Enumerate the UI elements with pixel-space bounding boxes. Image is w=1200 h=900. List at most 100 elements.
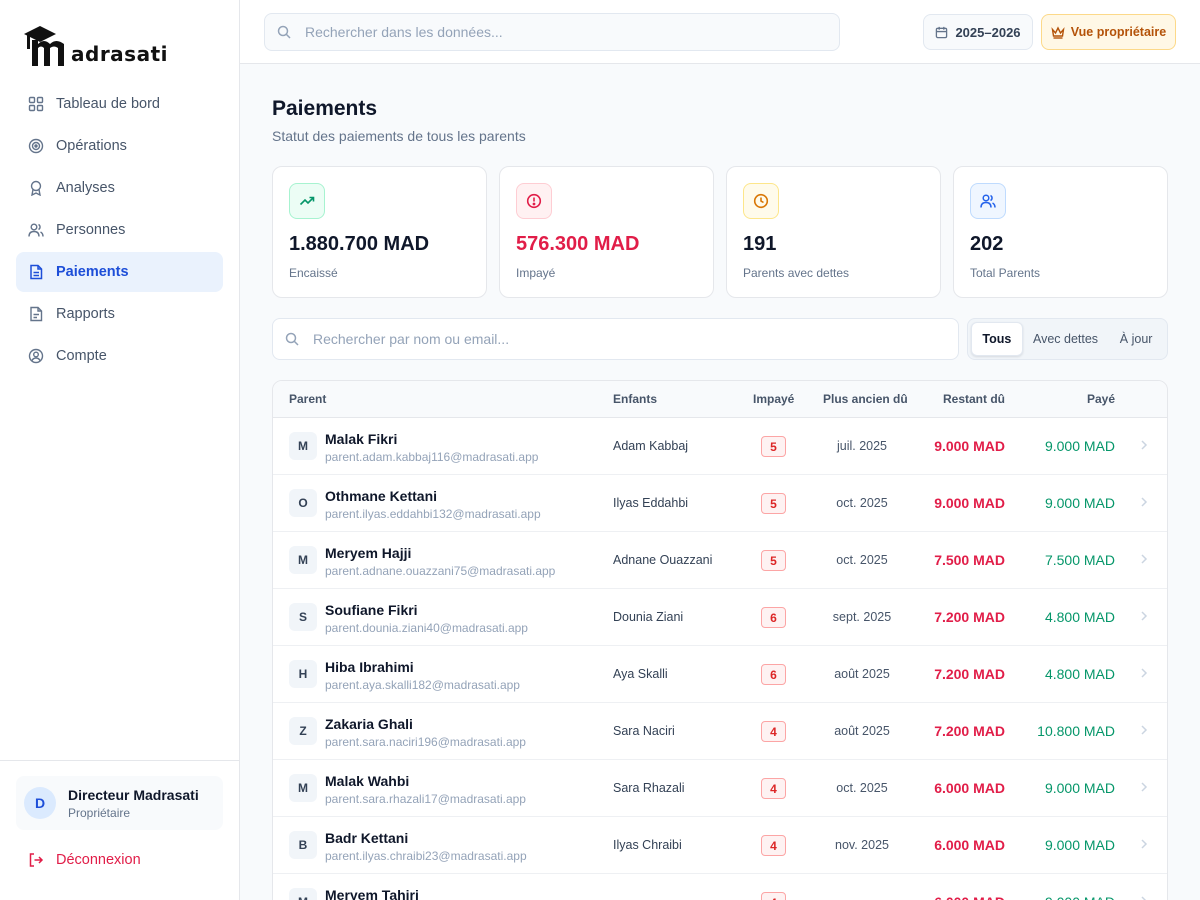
sidebar-item-tableau-de-bord[interactable]: Tableau de bord [16, 84, 223, 124]
user-role: Propriétaire [68, 805, 131, 820]
sidebar-item-paiements[interactable]: Paiements [16, 252, 223, 292]
remaining-due: 7.200 MAD [934, 723, 1005, 739]
paid-amount: 9.000 MAD [1044, 837, 1115, 853]
remaining-due: 9.000 MAD [934, 495, 1005, 511]
tab-a-jour[interactable]: À jour [1119, 332, 1153, 346]
sidebar-item-analyses[interactable]: Analyses [16, 168, 223, 208]
sidebar-item-operations[interactable]: Opérations [16, 126, 223, 166]
table-row[interactable]: M Meryem Hajji parent.adnane.ouazzani75@… [273, 532, 1167, 589]
table-row[interactable]: M Malak Wahbi parent.sara.rhazali17@madr… [273, 760, 1167, 817]
page-subtitle: Statut des paiements de tous les parents [272, 128, 526, 144]
child-name: Sara Naciri [613, 724, 675, 738]
column-header-restant-du[interactable]: Restant dû [942, 392, 1005, 406]
owner-view-button[interactable]: Vue propriétaire [1041, 14, 1176, 50]
target-icon [28, 138, 44, 154]
parent-email: parent.dounia.ziani40@madrasati.app [325, 621, 528, 635]
column-header-parent[interactable]: Parent [289, 392, 327, 406]
logout-button[interactable]: Déconnexion [28, 852, 141, 868]
oldest-due-date: sept. 2025 [832, 610, 892, 624]
parent-name: Othmane Kettani [325, 488, 438, 504]
unpaid-count-badge: 5 [761, 436, 786, 457]
sidebar-divider [0, 760, 239, 761]
parent-name: Badr Kettani [325, 830, 409, 846]
stat-value: 1.880.700 MAD [289, 233, 430, 255]
tab-avec-dettes[interactable]: Avec dettes [1032, 332, 1099, 346]
unpaid-count-badge: 5 [761, 550, 786, 571]
table-row[interactable]: Z Zakaria Ghali parent.sara.naciri196@ma… [273, 703, 1167, 760]
sidebar-item-rapports[interactable]: Rapports [16, 294, 223, 334]
dashboard-icon [28, 96, 44, 112]
chevron-right-icon[interactable] [1139, 724, 1149, 736]
table-body: M Malak Fikri parent.adam.kabbaj116@madr… [273, 418, 1167, 900]
paid-amount: 7.500 MAD [1044, 552, 1115, 568]
page-title: Paiements [272, 97, 378, 120]
school-year-button[interactable]: 2025–2026 [923, 14, 1033, 50]
stat-value: 576.300 MAD [516, 233, 640, 255]
parent-name: Malak Wahbi [325, 773, 410, 789]
calendar-icon [935, 26, 948, 39]
column-header-plus-ancien-du[interactable]: Plus ancien dû [823, 392, 908, 406]
stat-label: Encaissé [289, 266, 338, 280]
sidebar-item-personnes[interactable]: Personnes [16, 210, 223, 250]
stat-card-encaisse: 1.880.700 MAD Encaissé [272, 166, 487, 298]
paid-amount: 9.000 MAD [1044, 780, 1115, 796]
user-card[interactable]: D Directeur Madrasati Propriétaire [16, 776, 223, 830]
oldest-due-date: oct. 2025 [836, 781, 888, 795]
table-row[interactable]: M Meryem Tahiri 4 6.000 MAD 9.000 MAD [273, 874, 1167, 900]
award-icon [28, 180, 44, 196]
global-search[interactable] [264, 13, 840, 51]
parent-avatar: M [289, 432, 317, 460]
parent-search-input[interactable] [313, 331, 958, 347]
unpaid-count-badge: 4 [761, 778, 786, 799]
table-row[interactable]: B Badr Kettani parent.ilyas.chraibi23@ma… [273, 817, 1167, 874]
report-icon [28, 306, 44, 322]
child-name: Aya Skalli [613, 667, 668, 681]
oldest-due-date: juil. 2025 [836, 439, 888, 453]
search-icon [285, 332, 299, 346]
parent-avatar: M [289, 774, 317, 802]
app-logo[interactable]: adrasati [22, 20, 168, 66]
column-header-enfants[interactable]: Enfants [613, 392, 658, 406]
sidebar-item-label: Personnes [56, 222, 126, 238]
sidebar-item-compte[interactable]: Compte [16, 336, 223, 376]
paid-amount: 9.000 MAD [1044, 495, 1115, 511]
user-name: Directeur Madrasati [68, 786, 199, 803]
chevron-right-icon[interactable] [1139, 610, 1149, 622]
remaining-due: 9.000 MAD [934, 438, 1005, 454]
sidebar-nav: Tableau de bord Opérations Analyses Pers… [16, 84, 223, 378]
parent-avatar: B [289, 831, 317, 859]
paid-amount: 4.800 MAD [1044, 609, 1115, 625]
chevron-right-icon[interactable] [1139, 895, 1149, 900]
document-icon [28, 264, 44, 280]
column-header-impaye[interactable]: Impayé [753, 392, 795, 406]
oldest-due-date: oct. 2025 [836, 553, 888, 567]
sidebar-item-label: Opérations [56, 138, 127, 154]
tab-tous[interactable]: Tous [971, 322, 1023, 356]
stat-label: Total Parents [970, 266, 1041, 280]
parent-email: parent.ilyas.eddahbi132@madrasati.app [325, 507, 541, 521]
parent-search[interactable] [272, 318, 959, 360]
table-row[interactable]: O Othmane Kettani parent.ilyas.eddahbi13… [273, 475, 1167, 532]
sidebar: adrasati Tableau de bord Opérations Anal… [0, 0, 240, 900]
stat-card-total-parents: 202 Total Parents [953, 166, 1168, 298]
global-search-input[interactable] [305, 24, 839, 40]
parent-avatar: M [289, 546, 317, 574]
parent-name: Meryem Tahiri [325, 887, 419, 900]
topbar: 2025–2026 Vue propriétaire [240, 0, 1200, 64]
table-row[interactable]: M Malak Fikri parent.adam.kabbaj116@madr… [273, 418, 1167, 475]
chevron-right-icon[interactable] [1139, 781, 1149, 793]
chevron-right-icon[interactable] [1139, 496, 1149, 508]
remaining-due: 7.200 MAD [934, 609, 1005, 625]
column-header-paye[interactable]: Payé [1086, 392, 1115, 406]
table-row[interactable]: S Soufiane Fikri parent.dounia.ziani40@m… [273, 589, 1167, 646]
table-row[interactable]: H Hiba Ibrahimi parent.aya.skalli182@mad… [273, 646, 1167, 703]
sidebar-item-label: Rapports [56, 306, 115, 322]
chevron-right-icon[interactable] [1139, 667, 1149, 679]
oldest-due-date: août 2025 [834, 724, 890, 738]
clock-icon [743, 183, 779, 219]
chevron-right-icon[interactable] [1139, 838, 1149, 850]
sidebar-item-label: Compte [56, 348, 107, 364]
school-year-label: 2025–2026 [955, 24, 1021, 40]
chevron-right-icon[interactable] [1139, 553, 1149, 565]
chevron-right-icon[interactable] [1139, 439, 1149, 451]
